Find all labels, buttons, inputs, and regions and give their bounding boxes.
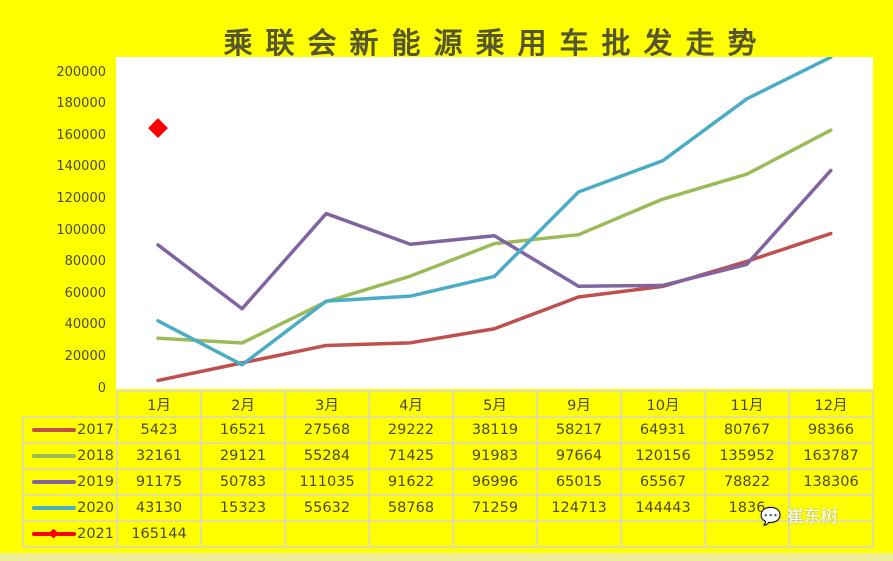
legend-line-icon — [32, 453, 77, 458]
table-row: 2017 5423 16521 27568 29222 38119 58217 64931 80… — [22, 416, 874, 444]
table-row: 2021 165144 — [22, 520, 874, 548]
table-cell — [452, 520, 538, 548]
y-tick: 80000 — [64, 254, 106, 269]
table-row: 2019 91175 50783 111035 91622 96996 65015 65567… — [22, 468, 874, 496]
y-tick: 200000 — [56, 65, 106, 80]
table-cell: 58768 — [368, 494, 454, 522]
legend-line-icon — [32, 427, 77, 432]
plot-area — [116, 57, 873, 389]
legend-label: 2020 — [77, 499, 114, 516]
legend-line-icon — [32, 479, 77, 484]
table-cell: 80767 — [704, 416, 790, 444]
table-cell: 55284 — [284, 442, 370, 470]
y-tick: 40000 — [64, 317, 106, 332]
legend-line-icon — [32, 505, 77, 510]
table-cell — [368, 520, 454, 548]
table-row: 2018 32161 29121 55284 71425 91983 97664 120156… — [22, 442, 874, 470]
y-tick: 60000 — [64, 286, 106, 301]
table-cell: 27568 — [284, 416, 370, 444]
table-cell: 78822 — [704, 468, 790, 496]
table-cell: 15323 — [200, 494, 286, 522]
table-cell: 38119 — [452, 416, 538, 444]
table-cell: 124713 — [536, 494, 622, 522]
table-header-row: 1月 2月 3月 4月 5月 9月 10月 11月 12月 — [23, 390, 874, 418]
data-table: 1月 2月 3月 4月 5月 9月 10月 11月 12月 2017 5423 16… — [22, 390, 874, 548]
table-cell — [620, 520, 706, 548]
table-cell: 65015 — [536, 468, 622, 496]
table-cell: 135952 — [704, 442, 790, 470]
table-header: 5月 — [452, 390, 538, 418]
table-cell: 43130 — [116, 494, 202, 522]
legend-cell: 2017 — [22, 416, 118, 444]
table-row: 2020 43130 15323 55632 58768 71259 124713 14444… — [22, 494, 874, 522]
table-cell: 163787 — [788, 442, 874, 470]
table-cell: 65567 — [620, 468, 706, 496]
y-tick: 180000 — [56, 96, 106, 111]
table-header: 9月 — [536, 390, 622, 418]
legend-label: 2021 — [77, 525, 114, 542]
table-cell — [284, 520, 370, 548]
table-cell: 32161 — [116, 442, 202, 470]
watermark-text: 崔东树 — [786, 507, 838, 527]
legend-label: 2017 — [77, 421, 114, 438]
table-cell: 111035 — [284, 468, 370, 496]
legend-cell: 2018 — [22, 442, 118, 470]
table-cell — [788, 520, 874, 548]
legend-label: 2018 — [77, 447, 114, 464]
series-line-2018 — [156, 128, 833, 345]
table-cell: 98366 — [788, 416, 874, 444]
legend-label: 2019 — [77, 473, 114, 490]
legend-cell: 2019 — [22, 468, 118, 496]
table-cell: 71425 — [368, 442, 454, 470]
table-cell: 55632 — [284, 494, 370, 522]
table-cell: 64931 — [620, 416, 706, 444]
series-line-2019 — [156, 168, 833, 311]
table-cell — [704, 520, 790, 548]
table-cell: 58217 — [536, 416, 622, 444]
series-marker-2021 — [148, 118, 168, 138]
table-cell — [536, 520, 622, 548]
table-header: 11月 — [704, 390, 790, 418]
table-cell: 138306 — [788, 468, 874, 496]
y-tick: 20000 — [64, 349, 106, 364]
watermark: 💬 崔东树 — [760, 507, 838, 527]
y-tick: 160000 — [56, 128, 106, 143]
table-cell — [788, 494, 874, 522]
table-cell: 120156 — [620, 442, 706, 470]
table-cell: 91175 — [116, 468, 202, 496]
y-tick: 100000 — [56, 223, 106, 238]
legend-cell: 2020 — [22, 494, 118, 522]
table-cell: 91983 — [452, 442, 538, 470]
legend-line-icon — [32, 528, 77, 538]
table-header: 10月 — [620, 390, 706, 418]
y-tick: 0 — [97, 381, 106, 396]
table-cell: 91622 — [368, 468, 454, 496]
table-header: 1月 — [116, 390, 202, 418]
series-line-2017 — [156, 231, 833, 383]
series-line-2020 — [156, 57, 833, 367]
table-cell: 165144 — [116, 520, 202, 548]
chart-title: 乘联会新能源乘用车批发走势 — [223, 26, 770, 60]
legend-cell: 2021 — [22, 520, 118, 548]
table-cell: 50783 — [200, 468, 286, 496]
table-cell — [200, 520, 286, 548]
table-header: 12月 — [788, 390, 874, 418]
y-tick: 120000 — [56, 191, 106, 206]
y-tick: 140000 — [56, 159, 106, 174]
table-header: 4月 — [368, 390, 454, 418]
table-cell: 29222 — [368, 416, 454, 444]
table-cell: 16521 — [200, 416, 286, 444]
table-cell: 29121 — [200, 442, 286, 470]
table-header: 2月 — [200, 390, 286, 418]
table-cell: 96996 — [452, 468, 538, 496]
table-cell: 144443 — [620, 494, 706, 522]
table-cell: 71259 — [452, 494, 538, 522]
table-cell: 5423 — [116, 416, 202, 444]
table-cell: 97664 — [536, 442, 622, 470]
bottom-border — [0, 553, 893, 561]
table-header: 3月 — [284, 390, 370, 418]
table-cell: 1836 — [704, 494, 790, 522]
